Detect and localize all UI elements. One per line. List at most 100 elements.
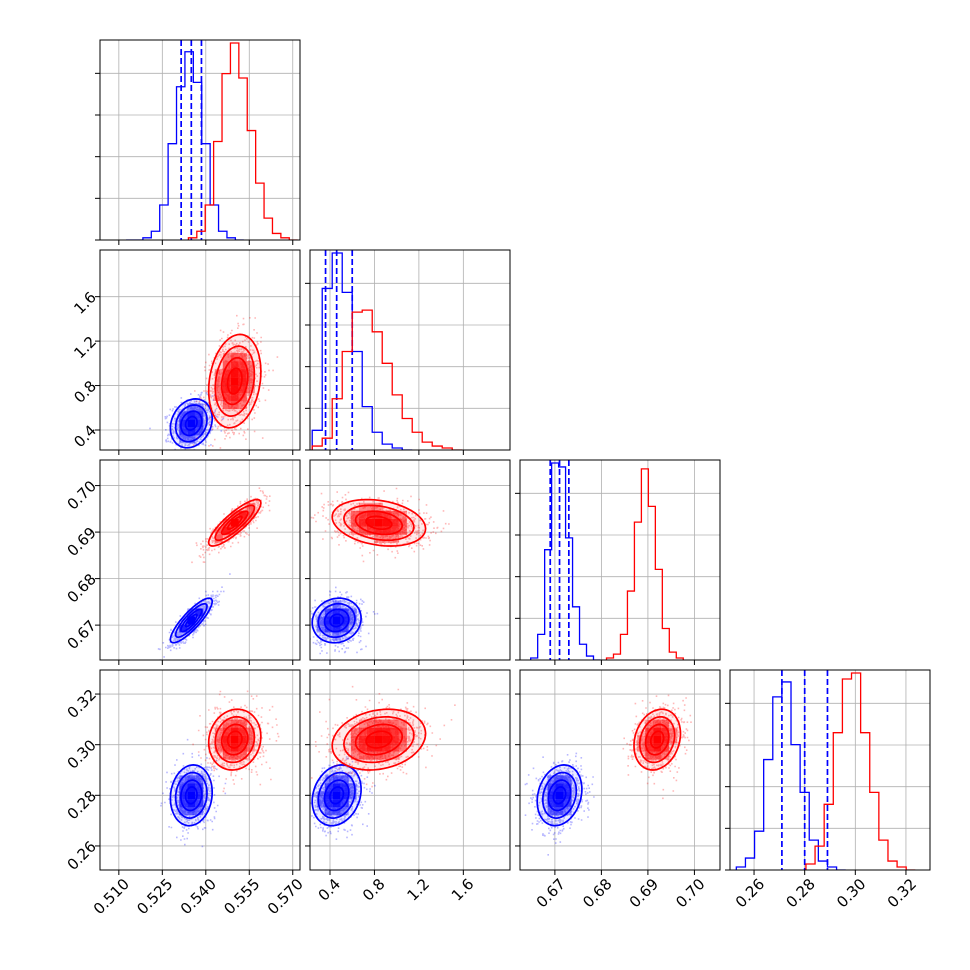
contour-level: [311, 597, 362, 644]
density-cell: [366, 751, 375, 760]
contour-level: [365, 515, 393, 531]
histogram-series-0: [126, 51, 244, 240]
density-cell: [366, 510, 375, 519]
x-tick-label: 0.570: [264, 875, 307, 918]
x-tick-label: 0.26: [732, 875, 768, 911]
scatter-series-1: [310, 487, 450, 563]
density-cell: [195, 608, 204, 617]
density-cell: [195, 403, 204, 412]
density-cell: [555, 791, 564, 800]
density-cell: [390, 510, 399, 519]
contour-level: [354, 510, 404, 536]
scatter-series-0: [310, 586, 379, 655]
density-cell: [547, 791, 556, 800]
density-cell: [661, 719, 670, 728]
density-cell: [398, 526, 407, 535]
density-cell: [653, 719, 662, 728]
density-cell: [555, 807, 564, 816]
density-cell: [390, 719, 399, 728]
density-cell: [563, 775, 572, 784]
density-cell: [246, 369, 255, 378]
contour-level: [323, 608, 350, 633]
density-cell: [179, 807, 188, 816]
density-cell: [179, 411, 188, 420]
density-cell: [222, 727, 231, 736]
density-cell: [390, 534, 399, 543]
density-cell: [214, 385, 223, 394]
x-tick-label: 0.510: [90, 875, 133, 918]
contour-level: [207, 708, 262, 771]
contour-level: [343, 715, 415, 764]
panel-frame: [99, 39, 301, 241]
density-cell: [390, 518, 399, 527]
histogram-series-0: [735, 681, 846, 870]
density-cell: [332, 775, 341, 784]
panel-frame: [519, 459, 721, 661]
density-cell: [340, 616, 349, 625]
density-cell: [179, 799, 188, 808]
y-tick-label: 0.8: [70, 377, 100, 407]
density-cell: [332, 616, 341, 625]
density-cell: [382, 518, 391, 527]
density-cell: [238, 743, 247, 752]
y-tick-label: 0.28: [64, 787, 100, 823]
density-cell: [332, 807, 341, 816]
density-cell: [246, 385, 255, 394]
panel-3-0: [95, 669, 301, 875]
panel-2-2: [515, 459, 721, 665]
density-cell: [187, 791, 196, 800]
density-cell: [563, 783, 572, 792]
density-cell: [195, 411, 204, 420]
histogram-series-0: [311, 252, 413, 450]
density-cell: [246, 743, 255, 752]
x-tick-label: 1.6: [448, 875, 478, 905]
panel-frame: [309, 249, 511, 451]
density-cell: [398, 727, 407, 736]
density-cell: [358, 743, 367, 752]
contour-level: [331, 708, 427, 771]
y-tick-label: 0.68: [64, 570, 100, 606]
x-tick-label: 0.30: [833, 875, 869, 911]
density-cell: [214, 735, 223, 744]
density-cell: [324, 807, 333, 816]
density-cell: [374, 751, 383, 760]
density-cell: [222, 743, 231, 752]
panel-3-1: [305, 669, 511, 875]
density-cell: [316, 791, 325, 800]
density-cell: [324, 624, 333, 633]
contour-level: [329, 613, 345, 628]
contour-level: [169, 764, 214, 827]
density-cell: [179, 435, 188, 444]
density-cell: [179, 427, 188, 436]
density-cell: [187, 427, 196, 436]
density-cell: [195, 807, 204, 816]
density-cell: [374, 526, 383, 535]
x-tick-label: 0.8: [359, 875, 389, 905]
density-cell: [348, 791, 357, 800]
density-cell: [547, 799, 556, 808]
density-cell: [350, 751, 359, 760]
y-tick-label: 0.32: [64, 686, 100, 722]
density-cell: [324, 799, 333, 808]
panel-frame: [729, 669, 931, 871]
density-cell: [214, 393, 223, 402]
contour-level: [354, 723, 404, 756]
contour-level: [317, 602, 356, 639]
contour-level: [180, 779, 203, 812]
density-cell: [348, 783, 357, 792]
density-cell: [366, 526, 375, 535]
contour-level: [329, 786, 345, 805]
contour-level: [207, 498, 262, 547]
density-cell: [653, 735, 662, 744]
panel-2-0: [95, 459, 301, 665]
density-cell: [195, 419, 204, 428]
density-cell: [324, 616, 333, 625]
panel-frame: [99, 669, 301, 871]
contour-level: [220, 356, 249, 406]
density-cell: [222, 719, 231, 728]
density-cell: [230, 518, 239, 527]
density-cell: [222, 369, 231, 378]
density-cell: [382, 719, 391, 728]
histogram-series-1: [187, 42, 298, 240]
scatter-series-1: [311, 685, 456, 788]
